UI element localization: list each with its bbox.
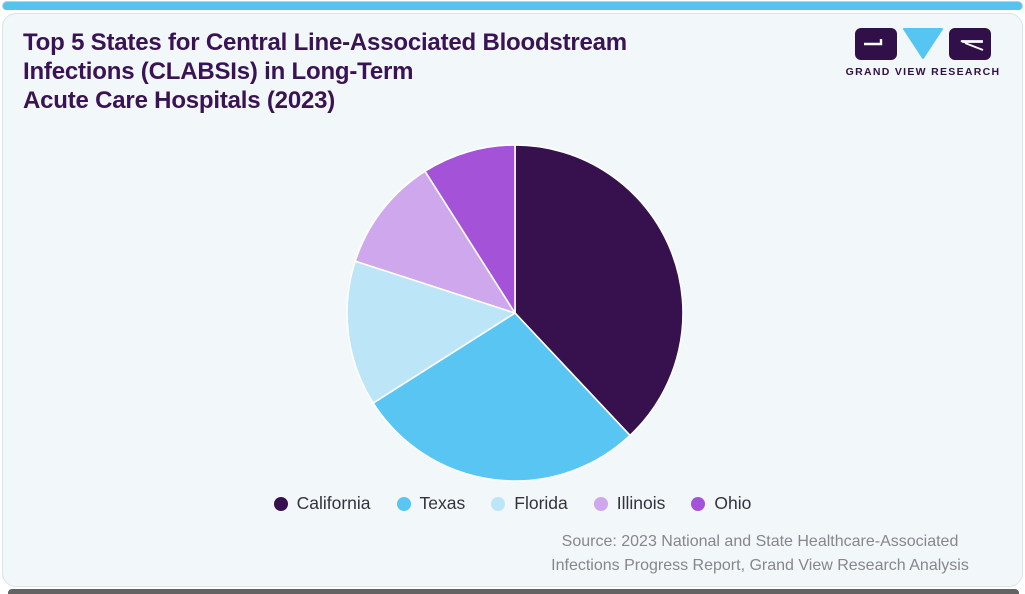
pie-chart-svg <box>346 144 684 482</box>
legend-dot-illinois <box>593 496 608 511</box>
legend-item-california: California <box>273 493 371 514</box>
chart-title-line-3: Acute Care Hospitals (2023) <box>23 87 336 114</box>
chart-title-line-1: Top 5 States for Central Line-Associated… <box>23 29 627 56</box>
legend-item-florida: Florida <box>491 493 568 514</box>
source-note: Source: 2023 National and State Healthca… <box>514 530 1006 578</box>
bottom-next-section-edge <box>8 589 1019 594</box>
legend-label-illinois: Illinois <box>616 493 666 513</box>
legend-dot-texas <box>396 496 411 511</box>
source-note-line-2: Infections Progress Report, Grand View R… <box>551 557 969 574</box>
legend-item-illinois: Illinois <box>593 493 666 514</box>
legend-dot-california <box>273 496 288 511</box>
pie-slice-texas <box>372 312 631 482</box>
pie-slice-california <box>514 144 684 437</box>
legend-dot-ohio <box>691 496 706 511</box>
pie-slice-ohio <box>424 144 516 314</box>
gvr-v-triangle-icon <box>903 28 943 59</box>
chart-card: Top 5 States for Central Line-Associated… <box>2 13 1023 587</box>
legend-label-florida: Florida <box>514 493 568 513</box>
chart-title-line-2: Infections (CLABSIs) in Long-Term <box>23 58 414 85</box>
legend-dot-florida <box>491 496 506 511</box>
chart-legend: California Texas Florida Illinois Ohio <box>3 493 1022 514</box>
legend-label-texas: Texas <box>419 493 466 513</box>
top-accent-bar <box>2 1 1023 10</box>
legend-item-texas: Texas <box>396 493 466 514</box>
legend-item-ohio: Ohio <box>691 493 751 514</box>
pie-slice-florida <box>346 260 516 404</box>
legend-label-ohio: Ohio <box>714 493 752 513</box>
source-note-line-1: Source: 2023 National and State Healthca… <box>561 533 959 550</box>
gvr-g-tile-icon <box>855 28 897 60</box>
gvr-logo-wordmark: GRAND VIEW RESEARCH <box>845 66 1001 78</box>
pie-slice-illinois <box>354 170 516 314</box>
pie-chart <box>344 142 686 484</box>
gvr-r-tile-icon <box>949 28 991 60</box>
chart-title: Top 5 States for Central Line-Associated… <box>23 28 627 115</box>
gvr-logo-icon <box>855 28 991 60</box>
grand-view-research-logo: GRAND VIEW RESEARCH <box>845 28 1001 78</box>
legend-label-california: California <box>296 493 371 513</box>
